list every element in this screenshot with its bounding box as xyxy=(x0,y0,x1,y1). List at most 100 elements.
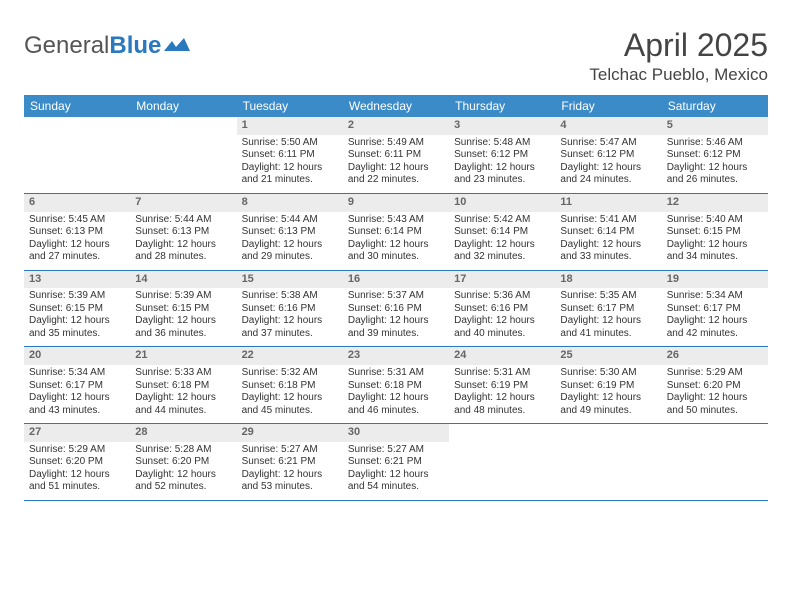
month-title: April 2025 xyxy=(589,28,768,63)
day-body: Sunrise: 5:47 AMSunset: 6:12 PMDaylight:… xyxy=(555,135,661,193)
sunset-line: Sunset: 6:12 PM xyxy=(454,149,550,162)
day-number: 23 xyxy=(343,347,449,365)
day-body: Sunrise: 5:42 AMSunset: 6:14 PMDaylight:… xyxy=(449,212,555,270)
day-number: 16 xyxy=(343,271,449,289)
day-number: 20 xyxy=(24,347,130,365)
day-cell: 2Sunrise: 5:49 AMSunset: 6:11 PMDaylight… xyxy=(343,117,449,193)
dow-cell: Tuesday xyxy=(237,95,343,117)
sunrise-line: Sunrise: 5:31 AM xyxy=(348,367,444,380)
daylight-line: Daylight: 12 hours and 37 minutes. xyxy=(242,315,338,340)
sunrise-line: Sunrise: 5:32 AM xyxy=(242,367,338,380)
sunrise-line: Sunrise: 5:49 AM xyxy=(348,137,444,150)
sunrise-line: Sunrise: 5:40 AM xyxy=(667,214,763,227)
day-body: Sunrise: 5:34 AMSunset: 6:17 PMDaylight:… xyxy=(662,288,768,346)
day-cell: 4Sunrise: 5:47 AMSunset: 6:12 PMDaylight… xyxy=(555,117,661,193)
day-number: 6 xyxy=(24,194,130,212)
day-cell: 1Sunrise: 5:50 AMSunset: 6:11 PMDaylight… xyxy=(237,117,343,193)
day-body: Sunrise: 5:45 AMSunset: 6:13 PMDaylight:… xyxy=(24,212,130,270)
day-cell: 29Sunrise: 5:27 AMSunset: 6:21 PMDayligh… xyxy=(237,424,343,500)
day-number: 10 xyxy=(449,194,555,212)
sunrise-line: Sunrise: 5:39 AM xyxy=(29,290,125,303)
sunset-line: Sunset: 6:14 PM xyxy=(348,226,444,239)
sunrise-line: Sunrise: 5:44 AM xyxy=(135,214,231,227)
day-body: Sunrise: 5:41 AMSunset: 6:14 PMDaylight:… xyxy=(555,212,661,270)
day-cell: 30Sunrise: 5:27 AMSunset: 6:21 PMDayligh… xyxy=(343,424,449,500)
daylight-line: Daylight: 12 hours and 27 minutes. xyxy=(29,239,125,264)
daylight-line: Daylight: 12 hours and 44 minutes. xyxy=(135,392,231,417)
day-body: Sunrise: 5:48 AMSunset: 6:12 PMDaylight:… xyxy=(449,135,555,193)
daylight-line: Daylight: 12 hours and 22 minutes. xyxy=(348,162,444,187)
day-number: 22 xyxy=(237,347,343,365)
dow-cell: Sunday xyxy=(24,95,130,117)
day-number: 27 xyxy=(24,424,130,442)
daylight-line: Daylight: 12 hours and 42 minutes. xyxy=(667,315,763,340)
day-body: Sunrise: 5:35 AMSunset: 6:17 PMDaylight:… xyxy=(555,288,661,346)
dow-cell: Saturday xyxy=(662,95,768,117)
day-of-week-header: SundayMondayTuesdayWednesdayThursdayFrid… xyxy=(24,95,768,117)
day-body: Sunrise: 5:27 AMSunset: 6:21 PMDaylight:… xyxy=(237,442,343,500)
sunset-line: Sunset: 6:18 PM xyxy=(135,380,231,393)
sunset-line: Sunset: 6:13 PM xyxy=(242,226,338,239)
day-number: 21 xyxy=(130,347,236,365)
day-body: Sunrise: 5:38 AMSunset: 6:16 PMDaylight:… xyxy=(237,288,343,346)
sunrise-line: Sunrise: 5:42 AM xyxy=(454,214,550,227)
day-cell xyxy=(130,117,236,193)
day-number: 9 xyxy=(343,194,449,212)
day-cell: 5Sunrise: 5:46 AMSunset: 6:12 PMDaylight… xyxy=(662,117,768,193)
day-cell: 24Sunrise: 5:31 AMSunset: 6:19 PMDayligh… xyxy=(449,347,555,423)
daylight-line: Daylight: 12 hours and 46 minutes. xyxy=(348,392,444,417)
sunset-line: Sunset: 6:18 PM xyxy=(242,380,338,393)
sunrise-line: Sunrise: 5:29 AM xyxy=(667,367,763,380)
day-body: Sunrise: 5:28 AMSunset: 6:20 PMDaylight:… xyxy=(130,442,236,500)
day-cell: 12Sunrise: 5:40 AMSunset: 6:15 PMDayligh… xyxy=(662,194,768,270)
daylight-line: Daylight: 12 hours and 52 minutes. xyxy=(135,469,231,494)
day-cell: 19Sunrise: 5:34 AMSunset: 6:17 PMDayligh… xyxy=(662,271,768,347)
day-cell: 10Sunrise: 5:42 AMSunset: 6:14 PMDayligh… xyxy=(449,194,555,270)
day-body: Sunrise: 5:46 AMSunset: 6:12 PMDaylight:… xyxy=(662,135,768,193)
daylight-line: Daylight: 12 hours and 36 minutes. xyxy=(135,315,231,340)
sunset-line: Sunset: 6:14 PM xyxy=(454,226,550,239)
day-cell: 11Sunrise: 5:41 AMSunset: 6:14 PMDayligh… xyxy=(555,194,661,270)
daylight-line: Daylight: 12 hours and 33 minutes. xyxy=(560,239,656,264)
sunrise-line: Sunrise: 5:29 AM xyxy=(29,444,125,457)
day-body: Sunrise: 5:31 AMSunset: 6:18 PMDaylight:… xyxy=(343,365,449,423)
sunrise-line: Sunrise: 5:43 AM xyxy=(348,214,444,227)
daylight-line: Daylight: 12 hours and 51 minutes. xyxy=(29,469,125,494)
day-cell xyxy=(449,424,555,500)
day-number: 15 xyxy=(237,271,343,289)
daylight-line: Daylight: 12 hours and 28 minutes. xyxy=(135,239,231,264)
sunset-line: Sunset: 6:18 PM xyxy=(348,380,444,393)
sunrise-line: Sunrise: 5:34 AM xyxy=(667,290,763,303)
day-body: Sunrise: 5:34 AMSunset: 6:17 PMDaylight:… xyxy=(24,365,130,423)
day-body: Sunrise: 5:40 AMSunset: 6:15 PMDaylight:… xyxy=(662,212,768,270)
sunset-line: Sunset: 6:20 PM xyxy=(29,456,125,469)
day-cell: 14Sunrise: 5:39 AMSunset: 6:15 PMDayligh… xyxy=(130,271,236,347)
day-number: 26 xyxy=(662,347,768,365)
sunset-line: Sunset: 6:15 PM xyxy=(667,226,763,239)
day-number: 24 xyxy=(449,347,555,365)
sunset-line: Sunset: 6:21 PM xyxy=(348,456,444,469)
day-number: 11 xyxy=(555,194,661,212)
day-cell xyxy=(662,424,768,500)
sunrise-line: Sunrise: 5:27 AM xyxy=(348,444,444,457)
brand-text-1: General xyxy=(24,32,109,60)
day-cell: 6Sunrise: 5:45 AMSunset: 6:13 PMDaylight… xyxy=(24,194,130,270)
sunrise-line: Sunrise: 5:48 AM xyxy=(454,137,550,150)
sunset-line: Sunset: 6:12 PM xyxy=(667,149,763,162)
daylight-line: Daylight: 12 hours and 54 minutes. xyxy=(348,469,444,494)
day-body: Sunrise: 5:29 AMSunset: 6:20 PMDaylight:… xyxy=(662,365,768,423)
day-number: 14 xyxy=(130,271,236,289)
daylight-line: Daylight: 12 hours and 30 minutes. xyxy=(348,239,444,264)
day-cell: 18Sunrise: 5:35 AMSunset: 6:17 PMDayligh… xyxy=(555,271,661,347)
day-number: 7 xyxy=(130,194,236,212)
sunset-line: Sunset: 6:17 PM xyxy=(667,303,763,316)
day-number: 18 xyxy=(555,271,661,289)
sunset-line: Sunset: 6:21 PM xyxy=(242,456,338,469)
day-body: Sunrise: 5:37 AMSunset: 6:16 PMDaylight:… xyxy=(343,288,449,346)
brand-text-2: Blue xyxy=(109,32,161,60)
brand-logo: GeneralBlue xyxy=(24,28,191,60)
sunset-line: Sunset: 6:16 PM xyxy=(348,303,444,316)
sunrise-line: Sunrise: 5:41 AM xyxy=(560,214,656,227)
day-cell: 23Sunrise: 5:31 AMSunset: 6:18 PMDayligh… xyxy=(343,347,449,423)
day-number: 25 xyxy=(555,347,661,365)
